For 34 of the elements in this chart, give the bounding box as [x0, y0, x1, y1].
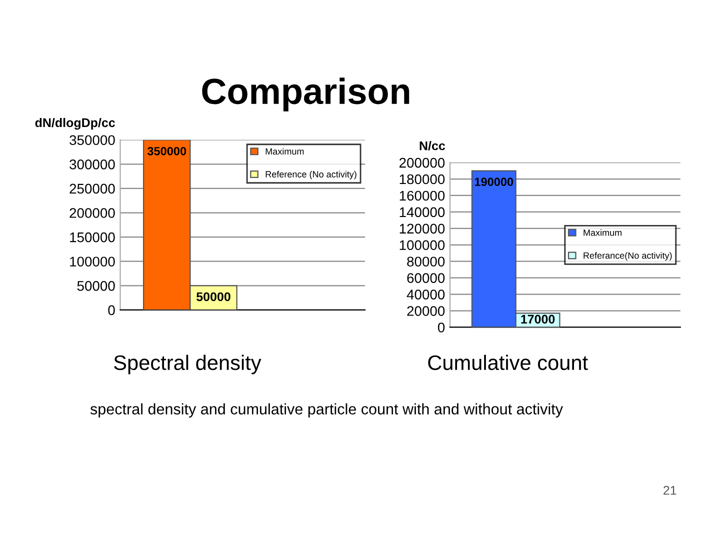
- y-tick-label: 250000: [70, 184, 115, 194]
- data-label: 190000: [474, 178, 514, 186]
- data-label: 50000: [196, 292, 230, 302]
- legend-label: Maximum: [266, 148, 304, 155]
- legend-label: Referance(No activity): [584, 252, 672, 261]
- y-tick-label: 60000: [407, 273, 445, 283]
- y-tick-label: 100000: [400, 240, 445, 250]
- y-tick-label: 120000: [400, 224, 445, 234]
- y-axis-title: dN/dlogDp/cc: [35, 118, 115, 130]
- y-tick-label: 350000: [70, 135, 115, 146]
- y-tick-label: 80000: [407, 256, 445, 267]
- y-tick-label: 0: [438, 322, 445, 332]
- y-tick-label: 150000: [70, 232, 115, 242]
- y-tick-label: 20000: [407, 306, 445, 316]
- data-label: 350000: [147, 146, 186, 156]
- text: spectral density and cumulative particle count with and without activity: [90, 403, 563, 418]
- y-tick-label: 180000: [400, 174, 445, 184]
- chart-title: Comparison: [202, 78, 410, 112]
- y-tick-label: 160000: [400, 190, 445, 201]
- y-tick-label: 140000: [400, 207, 445, 218]
- legend-label: Reference (No activity): [266, 170, 356, 180]
- y-tick-label: 200000: [70, 208, 115, 218]
- y-tick-label: 0: [108, 305, 115, 316]
- data-label: 17000: [521, 314, 555, 324]
- y-tick-label: 100000: [70, 256, 115, 267]
- y-axis-title: N/cc: [420, 141, 446, 150]
- x-axis-title: Spectral density: [114, 354, 262, 374]
- x-axis-title: Cumulative count: [428, 354, 588, 370]
- legend-label: Maximum: [584, 229, 622, 236]
- text: 21: [664, 486, 676, 495]
- y-tick-label: 50000: [77, 280, 115, 291]
- y-tick-label: 200000: [399, 158, 445, 168]
- y-tick-label: 40000: [406, 290, 445, 300]
- y-tick-label: 300000: [70, 159, 115, 170]
